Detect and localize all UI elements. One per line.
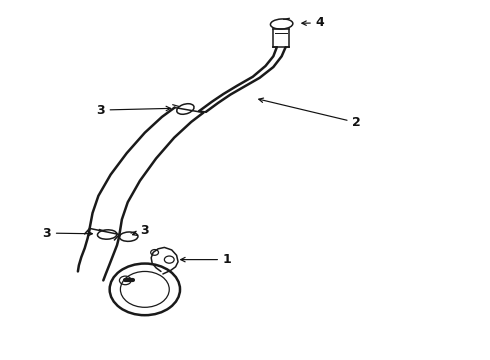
Text: 1: 1: [181, 253, 232, 266]
Text: 3: 3: [42, 226, 92, 239]
Text: 3: 3: [133, 224, 148, 238]
Text: 2: 2: [259, 98, 361, 129]
Text: 3: 3: [96, 104, 171, 117]
Text: 4: 4: [302, 17, 324, 30]
